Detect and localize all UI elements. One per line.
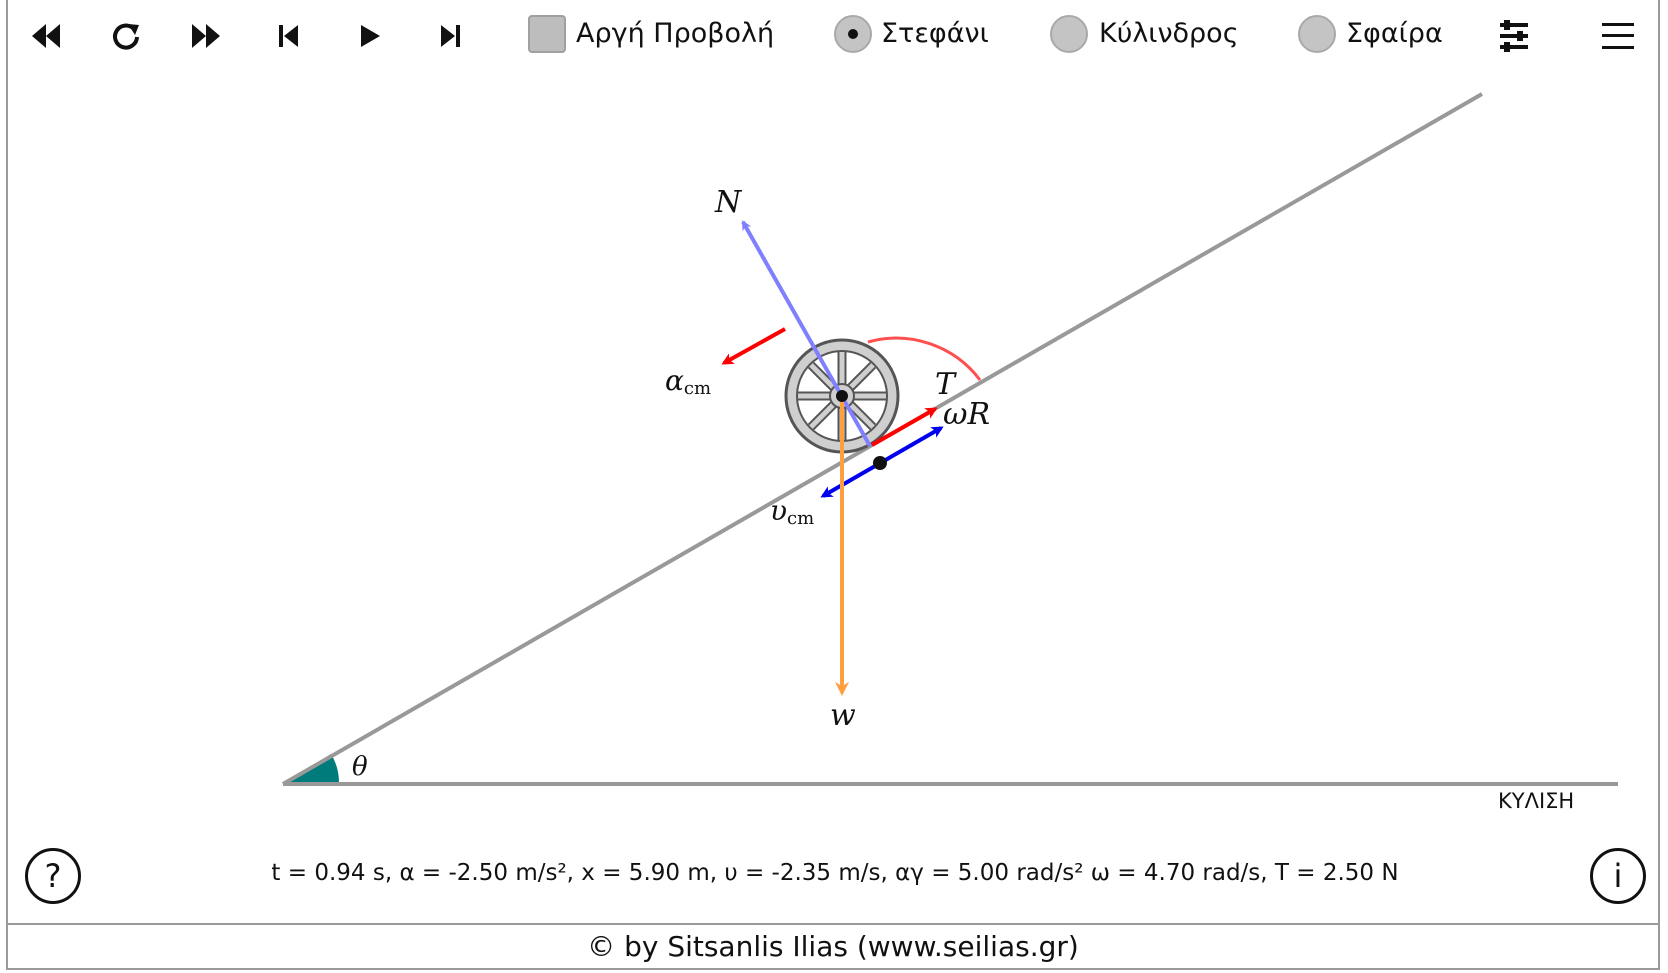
readout-text: t = 0.94 s, α = -2.50 m/s², x = 5.90 m, … <box>271 860 1399 886</box>
normal-force-arrow <box>741 220 872 447</box>
simulation-canvas: N αcm T ωR υcm w θ <box>282 92 1618 786</box>
acceleration-arrow <box>721 327 786 365</box>
acceleration-subscript: cm <box>684 378 711 399</box>
weight-label: w <box>830 698 856 733</box>
fast-rewind-icon <box>32 24 60 48</box>
info-button[interactable]: i <box>1590 848 1646 904</box>
slow-motion-label: Αργή Προβολή <box>576 18 775 49</box>
acceleration-symbol: α <box>665 364 684 397</box>
center-of-mass-point <box>836 390 848 402</box>
skip-start-icon <box>279 25 298 47</box>
motion-mode-label: ΚΥΛΙΣΗ <box>1498 789 1575 813</box>
angle-label: θ <box>352 752 368 782</box>
fast-rewind-button[interactable] <box>24 14 68 58</box>
contact-point <box>873 456 887 470</box>
sphere-radio[interactable] <box>1298 15 1336 53</box>
step-forward-icon <box>441 25 460 47</box>
tangential-speed-label: ωR <box>943 397 990 432</box>
hoop-radio[interactable] <box>834 15 872 53</box>
footer-credit: © by Sitsanlis Ilias (www.seilias.gr) <box>6 923 1660 970</box>
settings-button[interactable] <box>1492 14 1536 58</box>
skip-start-button[interactable] <box>267 14 311 58</box>
step-forward-button[interactable] <box>428 14 472 58</box>
slow-motion-checkbox[interactable] <box>528 15 566 53</box>
cylinder-radio[interactable] <box>1050 15 1088 53</box>
acceleration-label: αcm <box>665 364 711 399</box>
velocity-label: υcm <box>770 494 814 529</box>
friction-label: T <box>935 367 957 402</box>
toolbar: Αργή Προβολή Στεφάνι Κύλινδρος Σφαίρα <box>0 0 1668 72</box>
app-frame <box>6 0 1660 970</box>
velocity-subscript: cm <box>787 508 814 529</box>
play-button[interactable] <box>348 14 392 58</box>
fast-forward-icon <box>192 24 220 48</box>
velocity-symbol: υ <box>770 494 787 527</box>
reset-button[interactable] <box>104 14 148 58</box>
normal-force-label: N <box>714 185 743 220</box>
menu-button[interactable] <box>1596 14 1640 58</box>
sliders-icon <box>1500 20 1528 52</box>
play-icon <box>361 25 380 47</box>
fast-forward-button[interactable] <box>184 14 228 58</box>
sphere-label: Σφαίρα <box>1346 18 1443 49</box>
hamburger-menu-icon <box>1602 23 1634 49</box>
cylinder-label: Κύλινδρος <box>1099 18 1239 49</box>
rotation-arc <box>867 336 982 381</box>
help-button[interactable]: ? <box>25 848 81 904</box>
reset-icon <box>113 23 139 50</box>
hoop-label: Στεφάνι <box>881 18 989 49</box>
